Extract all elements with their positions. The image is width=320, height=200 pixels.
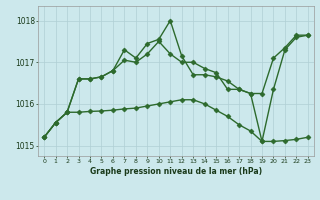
X-axis label: Graphe pression niveau de la mer (hPa): Graphe pression niveau de la mer (hPa) — [90, 167, 262, 176]
